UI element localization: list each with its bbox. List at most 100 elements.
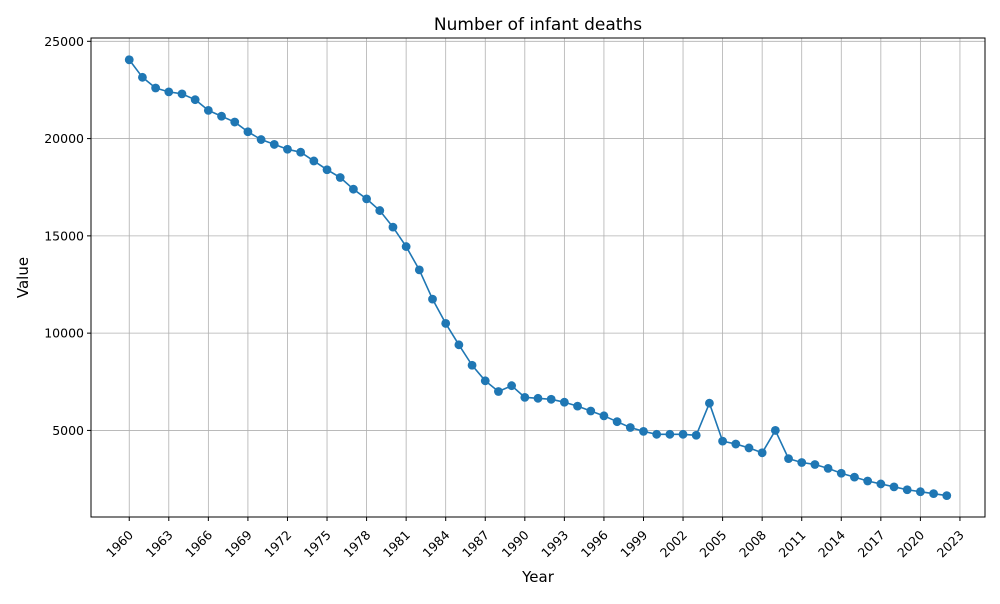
x-tick-label: 2014: [815, 527, 848, 560]
x-tick-label: 2020: [894, 527, 927, 560]
x-tick-label: 1990: [499, 527, 532, 560]
data-point: [151, 83, 161, 93]
data-point: [428, 294, 437, 304]
data-point: [546, 394, 556, 404]
data-point: [494, 387, 503, 396]
data-point: [625, 423, 635, 432]
data-point: [375, 206, 385, 215]
y-tick-label: 10000: [44, 326, 84, 341]
data-point: [823, 463, 833, 473]
grid: [91, 38, 985, 517]
x-tick-label: 1981: [380, 527, 413, 560]
data-point: [691, 430, 701, 440]
data-point: [203, 105, 213, 115]
data-point: [731, 439, 741, 449]
data-point: [810, 460, 820, 469]
data-point: [256, 135, 266, 144]
data-point: [441, 319, 451, 328]
data-point: [573, 401, 582, 411]
data-point: [744, 443, 754, 453]
data-point: [362, 194, 371, 204]
data-point: [309, 156, 319, 166]
x-tick-label: 1987: [459, 527, 492, 560]
x-tick-label: 1996: [578, 527, 611, 560]
y-tick-label: 15000: [44, 228, 84, 243]
x-tick-label: 1969: [222, 527, 255, 560]
x-tick-label: 1960: [103, 527, 136, 560]
data-point: [718, 436, 728, 446]
data-point: [138, 72, 147, 82]
data-point: [388, 222, 398, 232]
data-point: [177, 89, 187, 99]
data-point: [599, 411, 609, 421]
x-tick-label: 2008: [736, 527, 769, 560]
data-point: [533, 393, 543, 403]
x-tick-label: 1975: [301, 527, 334, 560]
x-tick-label: 2011: [776, 527, 809, 560]
data-point: [414, 265, 424, 275]
x-tick-label: 2002: [657, 527, 690, 560]
data-point: [770, 426, 780, 435]
y-axis-ticks: 5000 10000 15000 20000 25000: [44, 34, 91, 438]
data-point: [190, 95, 200, 105]
data-point: [889, 482, 899, 492]
data-point: [665, 429, 675, 439]
data-point: [678, 429, 688, 439]
data-point: [269, 140, 279, 149]
data-point: [124, 55, 134, 65]
data-point: [850, 472, 859, 482]
x-tick-label: 1978: [340, 527, 373, 560]
x-tick-label: 1963: [143, 527, 176, 560]
data-point: [757, 448, 767, 458]
x-tick-label: 1993: [538, 527, 571, 560]
data-point: [929, 489, 938, 499]
data-point: [784, 454, 793, 464]
data-point: [401, 242, 411, 251]
x-axis-ticks: 1960 1963 1966 1969 1972 1975 1978 1981 1984 1987…: [103, 517, 967, 560]
data-point: [217, 111, 226, 121]
data-point: [797, 458, 807, 467]
y-tick-label: 25000: [44, 34, 84, 49]
x-tick-label: 1999: [617, 527, 650, 560]
data-point: [230, 117, 240, 127]
data-point: [520, 392, 530, 402]
data-point: [586, 406, 596, 416]
data-point: [876, 479, 886, 489]
data-point: [480, 376, 490, 386]
y-axis-label: Value: [14, 257, 32, 298]
data-point: [559, 397, 569, 407]
x-axis-label: Year: [521, 568, 555, 586]
data-point: [507, 381, 517, 391]
data-point: [705, 398, 714, 408]
data-point: [942, 491, 952, 500]
x-tick-label: 2017: [855, 527, 888, 560]
data-point: [164, 87, 174, 97]
data-point: [612, 417, 622, 427]
data-point: [454, 340, 464, 350]
series-layer: [124, 55, 952, 500]
y-tick-label: 20000: [44, 131, 84, 146]
data-point: [639, 426, 648, 436]
chart-title: Number of infant deaths: [434, 15, 642, 35]
data-point: [296, 147, 306, 157]
data-point: [652, 429, 662, 439]
data-point: [902, 485, 912, 495]
x-tick-label: 2005: [696, 527, 729, 560]
data-point: [467, 360, 477, 370]
data-point: [283, 144, 292, 154]
plot-area-frame: [90, 37, 986, 518]
data-point: [243, 127, 253, 137]
x-tick-label: 1972: [261, 527, 294, 560]
data-point: [335, 173, 345, 182]
x-tick-label: 1984: [420, 527, 453, 560]
data-point: [863, 476, 873, 486]
y-tick-label: 5000: [52, 423, 84, 438]
data-point: [322, 165, 332, 175]
data-point: [348, 184, 358, 194]
data-point: [836, 468, 846, 478]
x-tick-label: 1966: [182, 527, 215, 560]
data-point: [915, 487, 925, 497]
x-tick-label: 2023: [934, 527, 967, 560]
